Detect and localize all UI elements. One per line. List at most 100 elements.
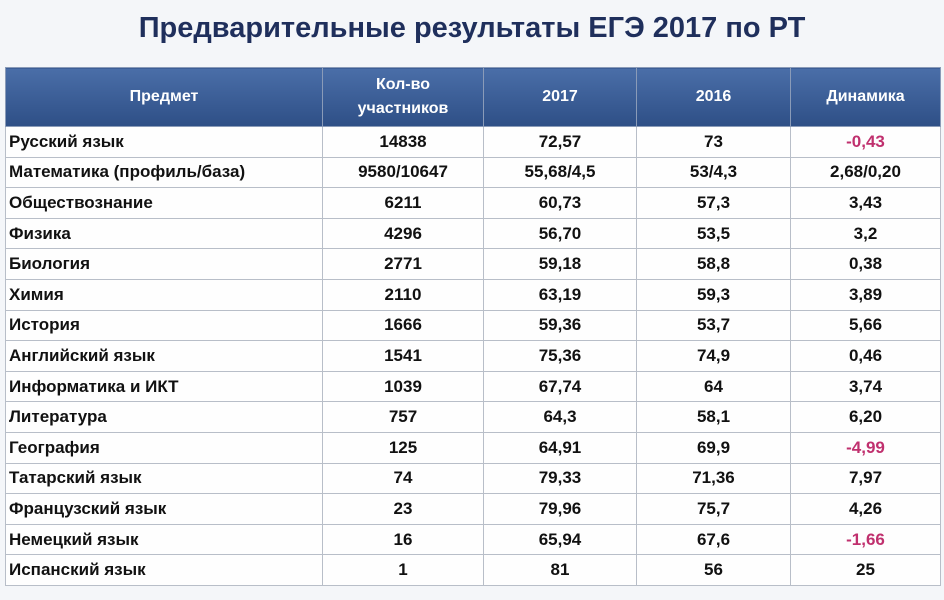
table-cell: 3,74: [790, 370, 941, 403]
header-cell: 2016: [636, 67, 791, 127]
table-cell: 59,36: [483, 309, 637, 342]
table-row: Физика 4296 56,70 53,5 3,2: [5, 217, 941, 250]
table-cell: 4,26: [790, 493, 941, 525]
table-row: Русский язык 14838 72,57 73 -0,43: [5, 126, 941, 158]
table-row: Французский язык 23 79,96 75,7 4,26: [5, 493, 941, 525]
table-cell: 25: [790, 554, 941, 586]
table-cell: История: [5, 309, 323, 342]
header-cell: 2017: [483, 67, 637, 127]
table-cell: 55,68/4,5: [483, 156, 637, 189]
table-cell: 757: [322, 401, 484, 433]
table-cell: Обществознание: [5, 187, 323, 219]
table-row: Немецкий язык 16 65,94 67,6 -1,66: [5, 523, 941, 556]
table-cell: 65,94: [483, 523, 637, 556]
table-cell: 58,1: [636, 401, 791, 433]
table-cell: 6211: [322, 187, 484, 219]
table-cell: 53/4,3: [636, 156, 791, 189]
table-cell: 73: [636, 126, 791, 158]
table-cell: Татарский язык: [5, 462, 323, 495]
table-cell: 79,96: [483, 493, 637, 525]
table-cell: 3,89: [790, 278, 941, 311]
table-cell: 75,36: [483, 340, 637, 372]
table-row: Химия 2110 63,19 59,3 3,89: [5, 278, 941, 311]
table-cell: 4296: [322, 217, 484, 250]
table-row: Английский язык 1541 75,36 74,9 0,46: [5, 340, 941, 372]
table-cell: 64,91: [483, 431, 637, 464]
header-cell: Динамика: [790, 67, 941, 127]
table-cell: 56,70: [483, 217, 637, 250]
table-cell: Английский язык: [5, 340, 323, 372]
table-cell: 16: [322, 523, 484, 556]
results-table: Предмет Кол-во участников 2017 2016 Динамика…: [5, 67, 941, 586]
table-cell: 1541: [322, 340, 484, 372]
table-cell: -4,99: [790, 431, 941, 464]
table-cell: 53,5: [636, 217, 791, 250]
table-cell: 60,73: [483, 187, 637, 219]
table-cell: Литература: [5, 401, 323, 433]
table-row: Информатика и ИКТ 1039 67,74 64 3,74: [5, 370, 941, 403]
table-row: География 125 64,91 69,9 -4,99: [5, 431, 941, 464]
table-cell: Биология: [5, 248, 323, 280]
table-cell: 9580/10647: [322, 156, 484, 189]
table-cell: 6,20: [790, 401, 941, 433]
table-cell: 72,57: [483, 126, 637, 158]
table-cell: 23: [322, 493, 484, 525]
table-cell: -0,43: [790, 126, 941, 158]
table-cell: 5,66: [790, 309, 941, 342]
table-row: Обществознание 6211 60,73 57,3 3,43: [5, 187, 941, 219]
table-cell: 3,2: [790, 217, 941, 250]
table-row: Математика (профиль/база) 9580/10647 55,68…: [5, 156, 941, 189]
table-cell: 58,8: [636, 248, 791, 280]
table-cell: 59,18: [483, 248, 637, 280]
header-cell: Предмет: [5, 67, 323, 127]
table-cell: Русский язык: [5, 126, 323, 158]
table-cell: 69,9: [636, 431, 791, 464]
table-cell: 67,74: [483, 370, 637, 403]
table-cell: 74: [322, 462, 484, 495]
table-cell: -1,66: [790, 523, 941, 556]
header-cell: Кол-во участников: [322, 67, 484, 127]
table-cell: 57,3: [636, 187, 791, 219]
table-cell: 64: [636, 370, 791, 403]
table-cell: 64,3: [483, 401, 637, 433]
table-cell: Испанский язык: [5, 554, 323, 586]
header-row: Предмет Кол-во участников 2017 2016 Динамика: [5, 67, 941, 127]
table-cell: 81: [483, 554, 637, 586]
table-cell: 0,46: [790, 340, 941, 372]
table-cell: 1039: [322, 370, 484, 403]
title: Предварительные результаты ЕГЭ 2017 по Р…: [138, 12, 806, 44]
table-row: Биология 2771 59,18 58,8 0,38: [5, 248, 941, 280]
table-cell: Химия: [5, 278, 323, 311]
table-cell: 59,3: [636, 278, 791, 311]
table-cell: 7,97: [790, 462, 941, 495]
table-cell: 3,43: [790, 187, 941, 219]
table-cell: 75,7: [636, 493, 791, 525]
table-cell: 53,7: [636, 309, 791, 342]
table-cell: Математика (профиль/база): [5, 156, 323, 189]
table-row: Литература 757 64,3 58,1 6,20: [5, 401, 941, 433]
table-cell: 74,9: [636, 340, 791, 372]
table-cell: 2,68/0,20: [790, 156, 941, 189]
table-cell: 56: [636, 554, 791, 586]
table-cell: Информатика и ИКТ: [5, 370, 323, 403]
table-cell: 63,19: [483, 278, 637, 311]
table-cell: 79,33: [483, 462, 637, 495]
table-cell: Немецкий язык: [5, 523, 323, 556]
table-cell: Французский язык: [5, 493, 323, 525]
table-cell: 71,36: [636, 462, 791, 495]
table-cell: 0,38: [790, 248, 941, 280]
table-cell: 125: [322, 431, 484, 464]
table-cell: Физика: [5, 217, 323, 250]
table-cell: 67,6: [636, 523, 791, 556]
table-cell: 1666: [322, 309, 484, 342]
table-row: Испанский язык 1 81 56 25: [5, 554, 941, 586]
table-cell: 1: [322, 554, 484, 586]
table-cell: 2771: [322, 248, 484, 280]
table-body: Русский язык 14838 72,57 73 -0,43 Математика …: [5, 126, 941, 586]
table-row: История 1666 59,36 53,7 5,66: [5, 309, 941, 342]
table-cell: География: [5, 431, 323, 464]
table-cell: 2110: [322, 278, 484, 311]
table-row: Татарский язык 74 79,33 71,36 7,97: [5, 462, 941, 495]
table-cell: 14838: [322, 126, 484, 158]
